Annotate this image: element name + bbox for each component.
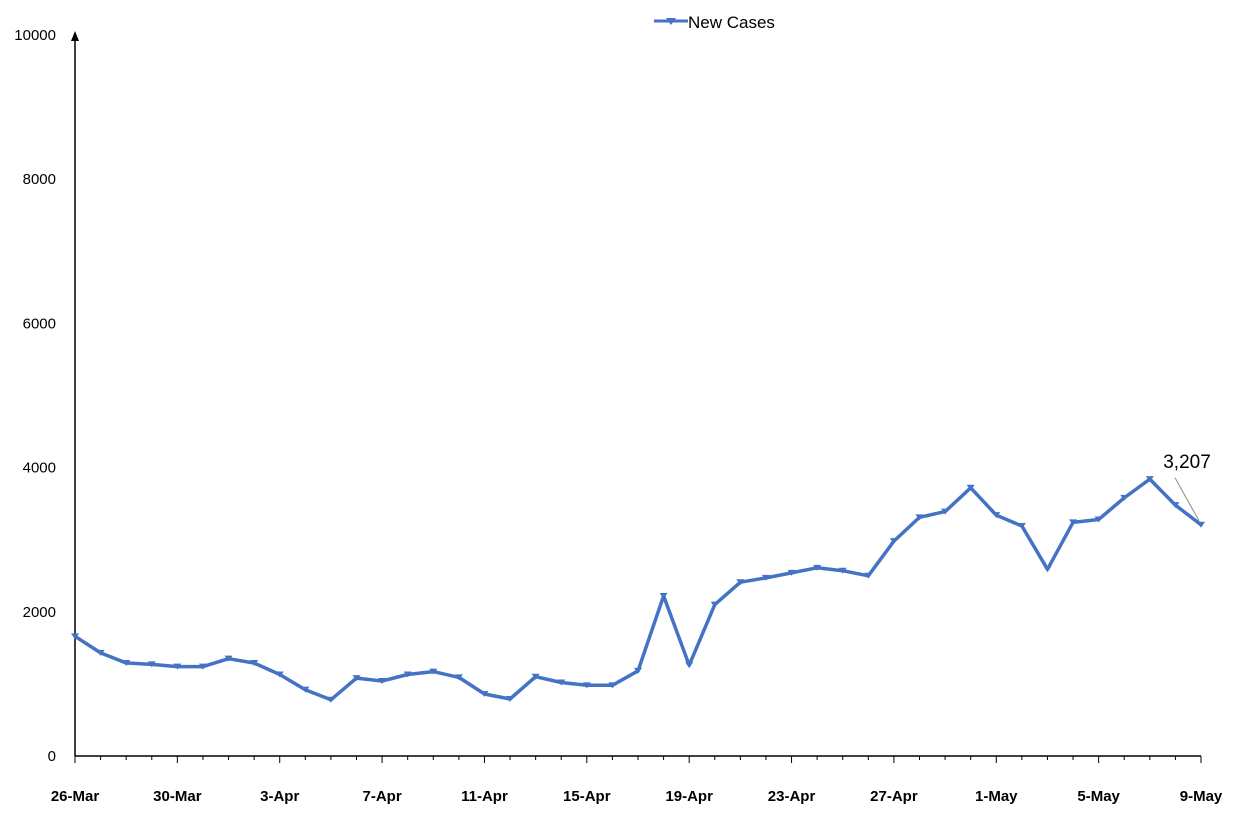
x-tick-label: 11-Apr <box>461 788 508 805</box>
data-point <box>582 682 591 689</box>
data-point <box>1145 476 1154 483</box>
legend-label: New Cases <box>688 13 775 32</box>
data-point <box>1197 521 1205 528</box>
x-tick-label: 9-May <box>1180 788 1223 805</box>
data-point <box>352 675 361 682</box>
data-point <box>147 661 156 668</box>
data-point <box>454 674 463 681</box>
data-point <box>864 572 873 579</box>
data-point <box>736 579 745 586</box>
data-labels: 3,207 <box>1163 452 1211 522</box>
data-point <box>1069 519 1078 526</box>
data-point <box>608 682 617 689</box>
y-tick-label: 4000 <box>23 460 56 477</box>
data-point <box>941 508 950 515</box>
data-point <box>1120 494 1129 501</box>
data-point <box>326 696 335 703</box>
x-tick-label: 19-Apr <box>665 788 713 805</box>
data-point <box>634 667 642 674</box>
data-label: 3,207 <box>1163 452 1211 473</box>
data-point <box>250 659 259 666</box>
series-new-cases <box>71 476 1205 703</box>
data-point <box>506 696 515 703</box>
data-point <box>301 686 310 693</box>
data-point <box>787 569 796 576</box>
data-point <box>1043 566 1052 573</box>
data-point <box>1094 516 1103 523</box>
data-point <box>659 592 668 599</box>
data-point <box>915 514 924 521</box>
data-point <box>710 601 719 608</box>
data-point <box>198 663 207 670</box>
data-point <box>838 567 847 574</box>
legend: New Cases <box>654 13 775 32</box>
data-point <box>557 679 566 686</box>
x-tick-label: 26-Mar <box>51 788 100 805</box>
y-tick-label: 0 <box>48 748 56 765</box>
data-point <box>992 512 1001 519</box>
x-tick-label: 3-Apr <box>260 788 299 805</box>
x-tick-label: 27-Apr <box>870 788 918 805</box>
data-point <box>224 655 233 662</box>
data-label-leader <box>1174 477 1200 522</box>
y-tick-label: 8000 <box>23 171 56 188</box>
y-tick-label: 10000 <box>14 27 56 44</box>
legend-marker <box>666 18 676 25</box>
data-point <box>71 633 79 640</box>
y-tick-label: 2000 <box>23 604 56 621</box>
x-tick-label: 1-May <box>975 788 1018 805</box>
data-point <box>761 574 770 581</box>
data-point <box>813 564 822 571</box>
data-point <box>1171 502 1180 509</box>
data-point <box>429 668 438 675</box>
x-tick-label: 30-Mar <box>153 788 202 805</box>
y-axis: 0 2000 4000 6000 8000 10000 <box>14 27 79 765</box>
data-point <box>480 690 489 697</box>
series-line <box>74 477 1203 702</box>
data-point <box>966 484 975 491</box>
y-tick-label: 6000 <box>23 315 56 332</box>
data-point <box>96 649 105 656</box>
data-point <box>275 671 284 678</box>
x-tick-label: 15-Apr <box>563 788 611 805</box>
data-point <box>378 678 387 685</box>
data-point <box>122 659 131 666</box>
x-tick-label: 5-May <box>1077 788 1120 805</box>
x-tick-label: 23-Apr <box>768 788 816 805</box>
data-point <box>531 673 540 680</box>
data-point <box>685 662 694 669</box>
data-point <box>1017 523 1026 530</box>
data-point <box>889 538 898 545</box>
x-tick-label: 7-Apr <box>363 788 402 805</box>
x-axis: 26-Mar 30-Mar 3-Apr 7-Apr 11-Apr 15-Apr 19-Apr… <box>51 755 1223 805</box>
data-point <box>403 671 412 678</box>
data-point <box>173 663 182 670</box>
y-axis-arrow <box>71 31 79 41</box>
